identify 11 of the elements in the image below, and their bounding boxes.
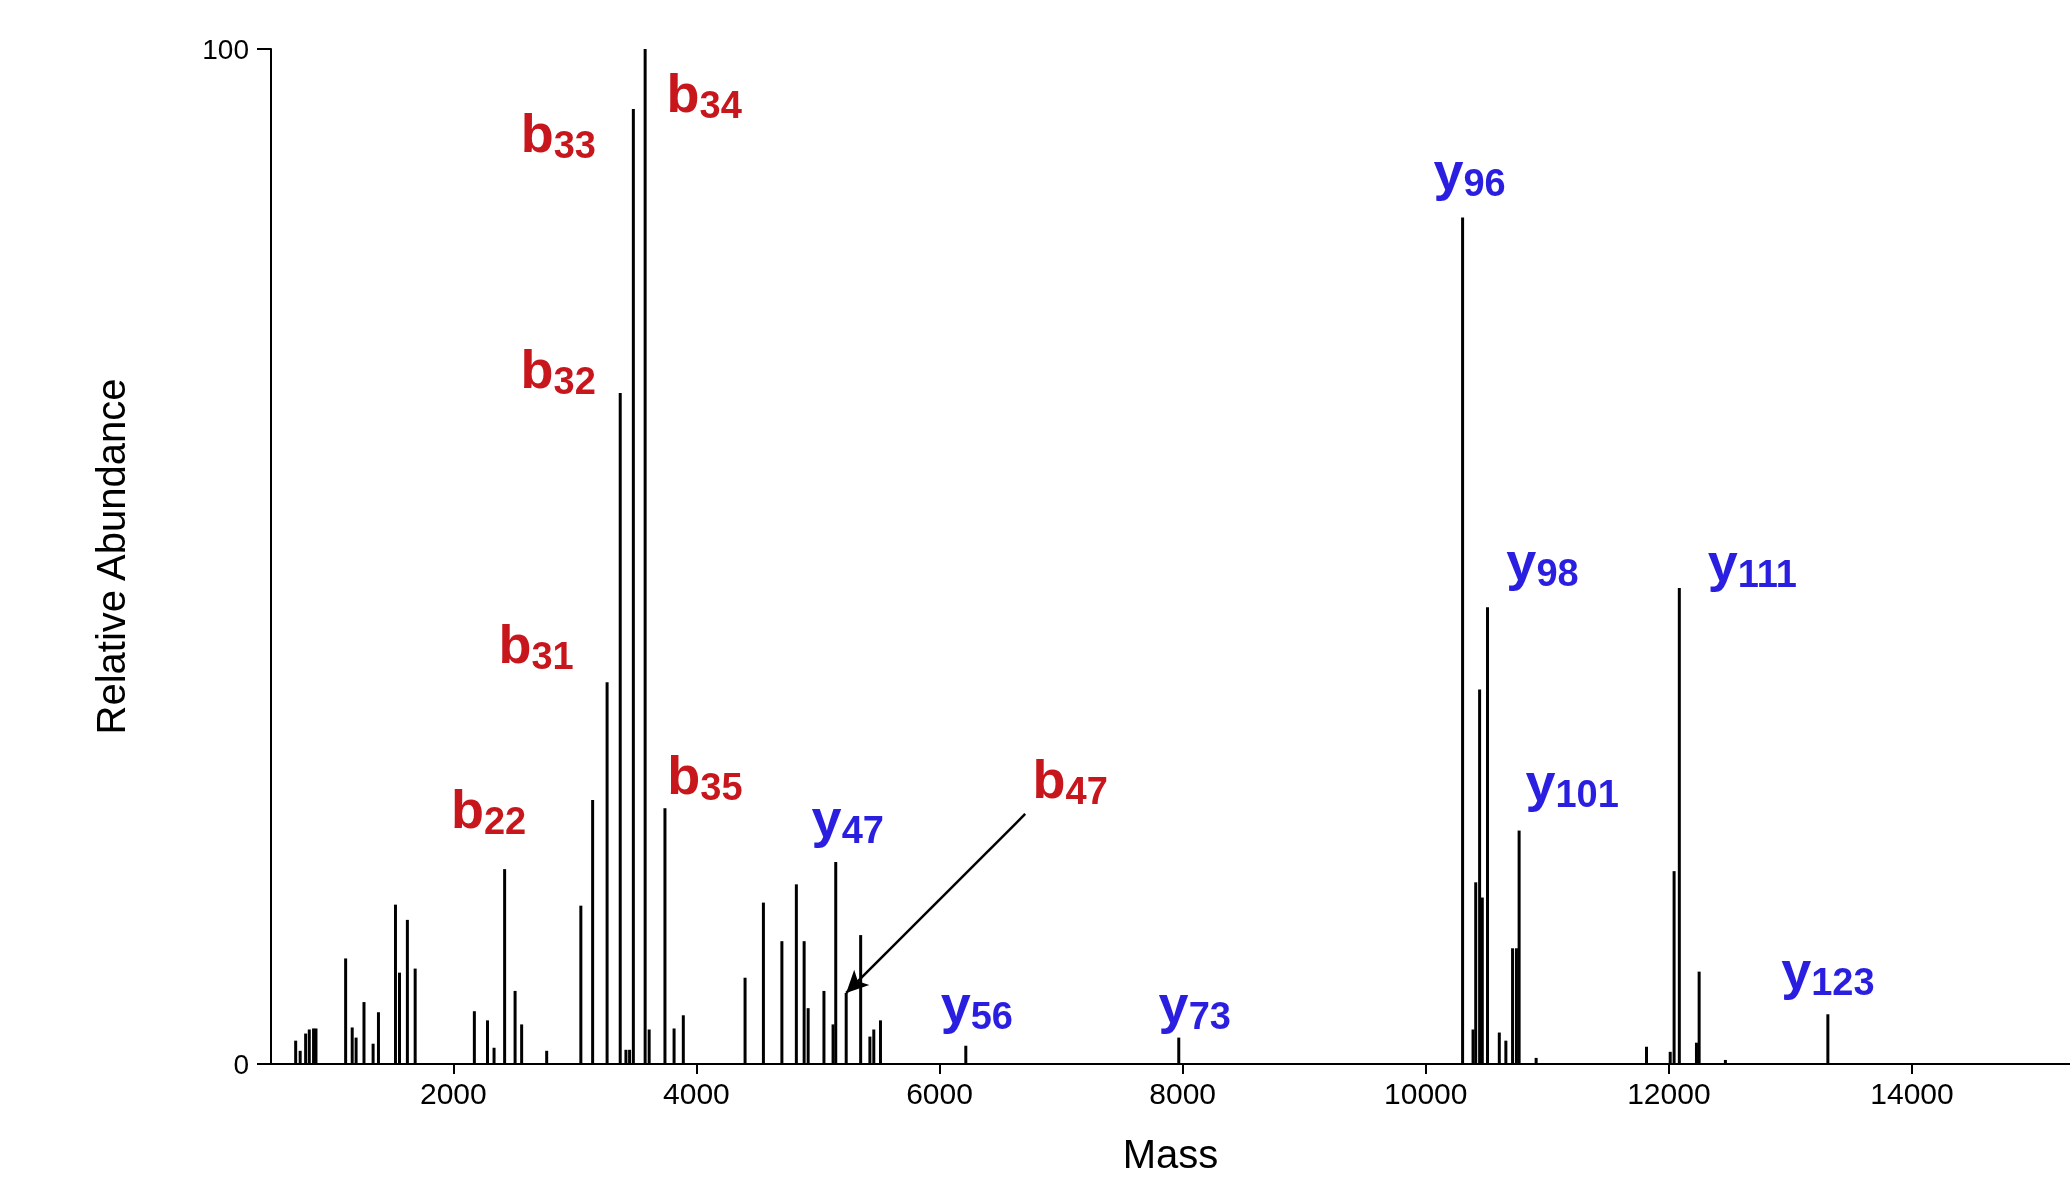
y-tick-label: 0 — [233, 1048, 249, 1080]
x-tick-label: 8000 — [1149, 1076, 1217, 1110]
y-axis-title: Relative Abundance — [89, 378, 133, 735]
x-tick-label: 14000 — [1870, 1076, 1954, 1110]
x-tick-label: 2000 — [419, 1076, 487, 1110]
x-axis-title: Mass — [1122, 1132, 1219, 1176]
y-tick-label: 100 — [202, 33, 249, 65]
x-tick-label: 10000 — [1384, 1076, 1468, 1110]
x-tick-label: 6000 — [906, 1076, 973, 1110]
x-tick-label: 12000 — [1627, 1076, 1711, 1110]
x-tick-label: 4000 — [663, 1076, 730, 1110]
